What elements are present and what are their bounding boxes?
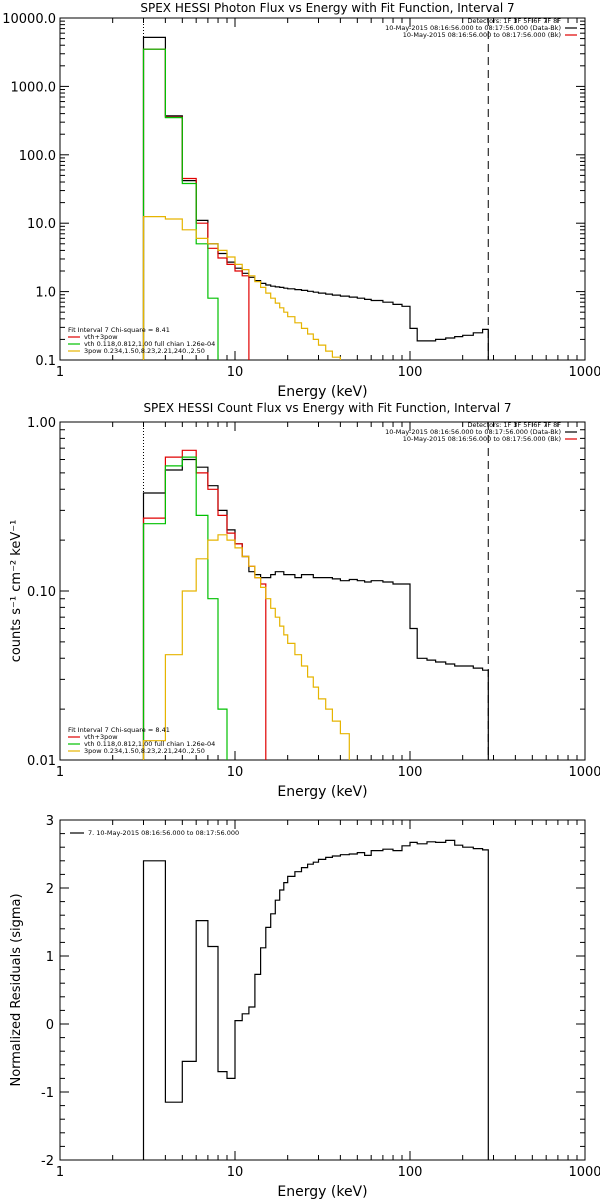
y-tick-label: 1 [46,950,54,965]
x-tick-label: 1 [56,365,64,380]
series-line-1 [142,36,489,360]
y-tick-label: 3 [46,814,54,829]
series-line-1 [142,458,489,760]
series-line-4 [142,534,350,760]
x-tick-label: 10 [227,765,244,780]
info-line: 10-May-2015 08:16:56.000 to 08:17:56.000… [385,428,561,436]
y-tick-label: 10000.0 [2,12,56,27]
x-axis-label: Energy (keV) [277,384,367,400]
plot-frame [59,421,586,761]
x-tick-label: 10 [227,1165,244,1180]
chart-title: SPEX HESSI Photon Flux vs Energy with Fi… [140,1,514,15]
y-tick-label: 0.10 [27,585,56,600]
y-tick-label: 1.0 [35,286,56,301]
y-axis-label: Normalized Residuals (sigma) [9,893,24,1086]
x-axis-label: Energy (keV) [277,1184,367,1200]
legend-entry: vth+3pow [84,733,118,741]
series-line-1 [142,839,489,1160]
x-tick-label: 1 [56,765,64,780]
y-tick-label: 0 [46,1018,54,1033]
x-tick-label: 1 [56,1165,64,1180]
x-axis-label: Energy (keV) [277,784,367,800]
x-tick-label: 10 [227,365,244,380]
info-line: 10-May-2015 08:16:56.000 to 08:17:56.000… [385,24,561,32]
info-line: Detectors: 1F 3F 5F 6F 7F 8F [467,17,561,25]
y-tick-label: 0.01 [27,754,56,769]
x-tick-label: 1000 [568,1165,600,1180]
series-group [142,36,489,360]
series-line-2 [142,449,267,760]
x-tick-label: 100 [398,1165,423,1180]
chart-panel-2: 1 10 100 1000 1.00 0.10 0.01 SPEX HESSI Count F… [9,401,600,800]
legend-entry: vth+3pow [84,333,118,341]
info-line: Detectors: 1F 3F 5F 6F 7F 8F [467,421,561,429]
legend-entry: 3pow 0.234,1.50,8.23,2.21,240.,2.50 [84,747,205,755]
x-tick-label: 1000 [568,365,600,380]
chart-panel-1: 1 10 100 1000 10000.0 1000.0 100.0 10.0 1.0 0.1 SP… [2,1,600,400]
legend-entry: 7. 10-May-2015 08:16:56.000 to 08:17:56.… [88,829,239,837]
series-line-3 [142,456,228,760]
x-tick-label: 100 [398,365,423,380]
info-line: 10-May-2015 08:16:56.000 to 08:17:56.000… [403,435,561,443]
plot-frame [59,819,586,1161]
series-group [142,839,489,1160]
y-tick-label: 0.1 [35,354,56,369]
legend-header: Fit Interval 7 Chi-square = 8.41 [68,726,170,734]
y-tick-label: 2 [46,882,54,897]
y-tick-label: 1000.0 [11,80,57,95]
y-tick-label: -1 [41,1086,54,1101]
legend-entry: vth 0.118,0.812,1.00 full chian 1.26e-04 [84,740,215,748]
y-tick-label: 1.00 [27,416,56,431]
series-group [142,449,489,760]
series-line-3 [142,48,219,360]
info-line: 10-May-2015 08:16:56.000 to 08:17:56.000… [403,31,561,39]
x-tick-label: 100 [398,765,423,780]
y-tick-label: 10.0 [27,217,56,232]
plot-frame [59,17,586,361]
chart-title: SPEX HESSI Count Flux vs Energy with Fit… [143,401,511,415]
x-tick-label: 1000 [568,765,600,780]
legend-entry: 3pow 0.234,1.50,8.23,2.21,240.,2.50 [84,347,205,355]
legend-entry: vth 0.118,0.812,1.00 full chian 1.26e-04 [84,340,215,348]
y-tick-label: -2 [41,1154,54,1169]
y-axis-label: counts s⁻¹ cm⁻² keV⁻¹ [9,520,24,663]
y-tick-label: 100.0 [19,149,56,164]
series-line-4 [142,216,341,360]
legend-header: Fit Interval 7 Chi-square = 8.41 [68,326,170,334]
